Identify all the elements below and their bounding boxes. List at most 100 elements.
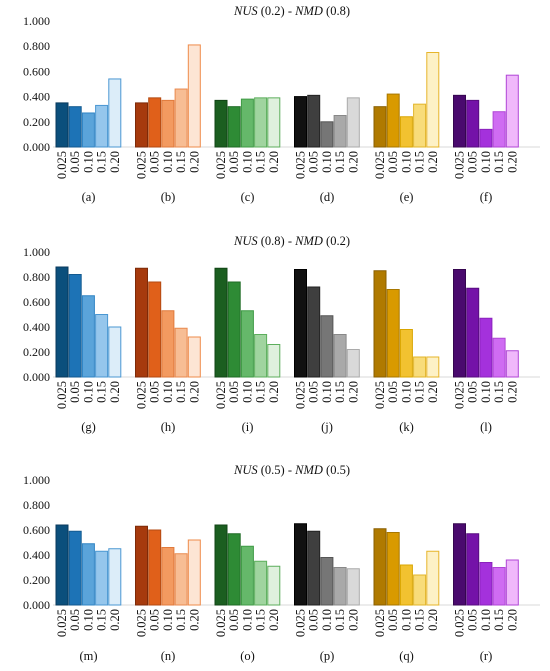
chart-title: NUS (0.5) - NMD (0.5) <box>233 463 350 477</box>
y-tick-label: 0.000 <box>23 140 50 154</box>
chart-panel: NUS (0.2) - NMD (0.8) 0.000 0.200 0.400 0.60… <box>23 4 540 204</box>
chart-title-part: (0.5) - <box>258 463 296 477</box>
bar <box>453 523 466 606</box>
x-tick-label: 0.10 <box>320 381 334 403</box>
bar <box>426 52 440 148</box>
bar <box>135 525 148 606</box>
x-tick-label: 0.05 <box>386 151 400 173</box>
bar-group: 0.025 0.05 0.10 0.15 0.20 (n) <box>135 525 201 663</box>
bar <box>346 568 360 606</box>
chart-panel: NUS (0.5) - NMD (0.5) 0.000 0.200 0.400 0.60… <box>23 463 540 663</box>
bar <box>174 88 188 148</box>
bar <box>95 104 109 148</box>
x-tick-label: 0.15 <box>413 381 427 403</box>
bar <box>95 550 109 606</box>
bar-group: 0.025 0.05 0.10 0.15 0.20 (k) <box>373 270 440 434</box>
bar <box>254 560 268 606</box>
bar-group: 0.025 0.05 0.10 0.15 0.20 (o) <box>214 524 281 663</box>
x-tick-label: 0.025 <box>55 151 69 179</box>
y-tick-label: 0.600 <box>23 64 50 78</box>
bar <box>81 295 95 378</box>
bar <box>254 334 268 378</box>
bar-group: 0.025 0.05 0.10 0.15 0.20 (f) <box>453 74 519 204</box>
bar-group: 0.025 0.05 0.10 0.15 0.20 (b) <box>135 44 201 204</box>
subplot-label: (i) <box>242 420 254 434</box>
bar <box>294 269 307 378</box>
chart-title-part: (0.8) <box>323 4 350 18</box>
bar-group: 0.025 0.05 0.10 0.15 0.20 (q) <box>373 528 440 663</box>
x-tick-label: 0.05 <box>68 381 82 403</box>
bar <box>161 547 175 606</box>
x-tick-label: 0.05 <box>227 609 241 631</box>
bar-group: 0.025 0.05 0.10 0.15 0.20 (r) <box>453 523 519 663</box>
x-tick-label: 0.05 <box>386 609 400 631</box>
x-tick-label: 0.10 <box>399 151 413 173</box>
x-tick-label: 0.20 <box>187 609 201 631</box>
bar <box>453 94 466 148</box>
chart-title-part: NUS <box>233 463 258 477</box>
subplot-label: (m) <box>79 649 97 663</box>
bar <box>55 524 69 606</box>
bar <box>240 310 254 378</box>
x-tick-label: 0.15 <box>254 609 268 631</box>
y-tick-label: 0.600 <box>23 295 50 309</box>
bar-group: 0.025 0.05 0.10 0.15 0.20 (i) <box>214 267 281 434</box>
x-tick-label: 0.05 <box>386 381 400 403</box>
x-tick-label: 0.15 <box>492 381 506 403</box>
bar <box>267 97 281 148</box>
y-tick-label: 0.800 <box>23 270 50 284</box>
subplot-label: (n) <box>161 649 176 663</box>
bar <box>267 565 281 606</box>
x-tick-label: 0.20 <box>267 381 281 403</box>
x-tick-label: 0.10 <box>320 151 334 173</box>
y-tick-label: 0.800 <box>23 498 50 512</box>
chart-title-part: (0.2) - <box>258 4 296 18</box>
chart-title-part: NUS <box>233 4 258 18</box>
subplot-label: (j) <box>321 420 333 434</box>
x-tick-label: 0.025 <box>214 609 228 637</box>
chart-title-part: NMD <box>294 234 323 248</box>
bar <box>214 524 228 606</box>
chart-title-part: NUS <box>233 234 258 248</box>
chart-title: NUS (0.2) - NMD (0.8) <box>233 4 350 18</box>
bar <box>320 315 334 378</box>
chart-title-part: NMD <box>294 4 323 18</box>
y-tick-label: 0.600 <box>23 523 50 537</box>
x-tick-label: 0.15 <box>174 609 188 631</box>
x-tick-label: 0.025 <box>135 609 149 637</box>
x-tick-label: 0.20 <box>346 381 360 403</box>
bar <box>479 128 493 148</box>
x-tick-label: 0.20 <box>346 151 360 173</box>
x-tick-label: 0.05 <box>227 151 241 173</box>
x-tick-label: 0.025 <box>294 151 308 179</box>
y-tick-label: 1.000 <box>23 14 50 28</box>
x-tick-label: 0.025 <box>135 381 149 409</box>
x-tick-label: 0.05 <box>307 609 321 631</box>
x-tick-label: 0.20 <box>267 151 281 173</box>
x-tick-label: 0.20 <box>426 151 440 173</box>
x-tick-label: 0.10 <box>479 609 493 631</box>
bar <box>240 98 254 148</box>
subplot-label: (e) <box>400 190 414 204</box>
bar-group: 0.025 0.05 0.10 0.15 0.20 (a) <box>55 78 122 204</box>
bar-group: 0.025 0.05 0.10 0.15 0.20 (j) <box>294 269 360 434</box>
subplot-label: (q) <box>399 649 414 663</box>
y-tick-label: 0.200 <box>23 115 50 129</box>
chart-title: NUS (0.8) - NMD (0.2) <box>233 234 350 248</box>
chart-title-part: (0.2) <box>323 234 350 248</box>
chart-title-part: (0.5) <box>323 463 350 477</box>
y-tick-label: 0.200 <box>23 573 50 587</box>
x-tick-label: 0.15 <box>95 381 109 403</box>
x-tick-label: 0.10 <box>81 151 95 173</box>
bar <box>399 329 413 378</box>
bar <box>174 553 188 606</box>
bar <box>227 281 241 378</box>
x-tick-label: 0.025 <box>453 609 467 637</box>
bar <box>399 116 413 148</box>
x-tick-label: 0.05 <box>227 381 241 403</box>
y-tick-label: 0.000 <box>23 370 50 384</box>
bar <box>466 287 480 378</box>
bar <box>505 350 519 378</box>
bar <box>505 74 519 148</box>
